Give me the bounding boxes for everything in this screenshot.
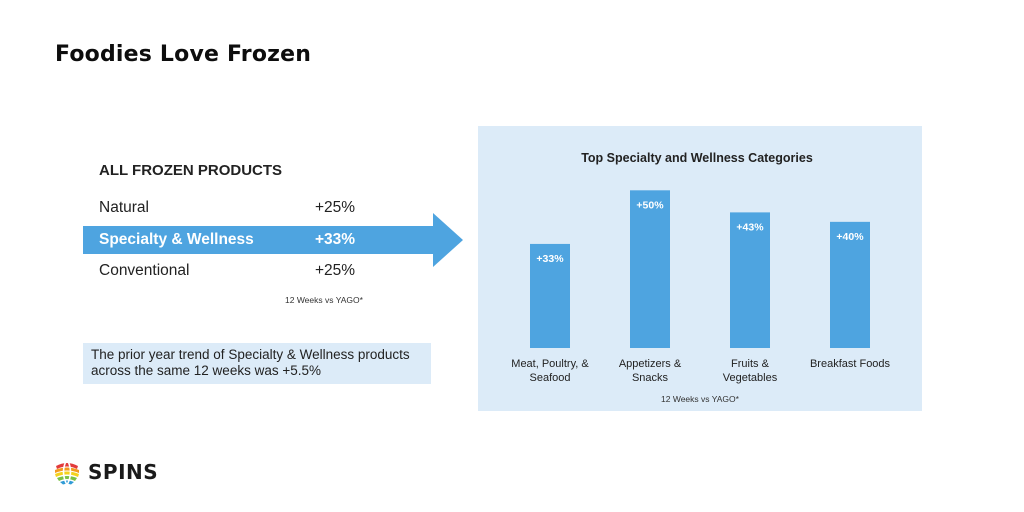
row-value: +25% bbox=[315, 262, 356, 279]
table-row-natural: Natural +25% bbox=[99, 196, 389, 220]
spins-logo: SPINS bbox=[52, 457, 182, 487]
bar-value-label: +43% bbox=[736, 221, 764, 233]
globe-icon bbox=[54, 458, 80, 486]
row-label: Specialty & Wellness bbox=[99, 231, 254, 248]
row-label: Conventional bbox=[99, 262, 190, 279]
page-title: Foodies Love Frozen bbox=[55, 42, 312, 67]
table-row-conventional: Conventional +25% bbox=[99, 259, 389, 283]
chart-title: Top Specialty and Wellness Categories bbox=[581, 151, 813, 165]
table-footnote: 12 Weeks vs YAGO* bbox=[285, 295, 363, 305]
bar-3 bbox=[830, 221, 870, 348]
category-label: Vegetables bbox=[723, 372, 778, 384]
row-value: +33% bbox=[315, 231, 356, 248]
table-heading: ALL FROZEN PRODUCTS bbox=[99, 162, 283, 179]
bar-value-label: +40% bbox=[836, 231, 864, 243]
category-label: Seafood bbox=[530, 372, 571, 384]
bars-group: +33% +50% +43% +40% bbox=[530, 190, 870, 348]
category-label: Snacks bbox=[632, 372, 669, 384]
bar-value-label: +33% bbox=[536, 253, 564, 265]
bar-chart: Top Specialty and Wellness Categories +3… bbox=[511, 151, 890, 404]
bar-0 bbox=[530, 243, 570, 348]
bar-1 bbox=[630, 190, 670, 348]
chart-footnote: 12 Weeks vs YAGO* bbox=[661, 394, 740, 404]
category-label: Meat, Poultry, & bbox=[511, 358, 589, 370]
bar-value-label: +50% bbox=[636, 199, 664, 211]
table-row-specialty-wellness: Specialty & Wellness +33% bbox=[99, 228, 389, 252]
category-label: Appetizers & bbox=[619, 358, 682, 370]
category-label: Breakfast Foods bbox=[810, 358, 891, 370]
category-label: Fruits & bbox=[731, 358, 770, 370]
trend-callout: The prior year trend of Specialty & Well… bbox=[83, 343, 431, 384]
category-labels: Meat, Poultry, & Seafood Appetizers & Snack… bbox=[511, 358, 890, 384]
logo-text: SPINS bbox=[88, 460, 159, 484]
row-label: Natural bbox=[99, 199, 149, 216]
row-value: +25% bbox=[315, 199, 356, 216]
bar-2 bbox=[730, 212, 770, 348]
highlight-arrow bbox=[83, 213, 463, 267]
chart-panel: Top Specialty and Wellness Categories +3… bbox=[478, 126, 922, 411]
